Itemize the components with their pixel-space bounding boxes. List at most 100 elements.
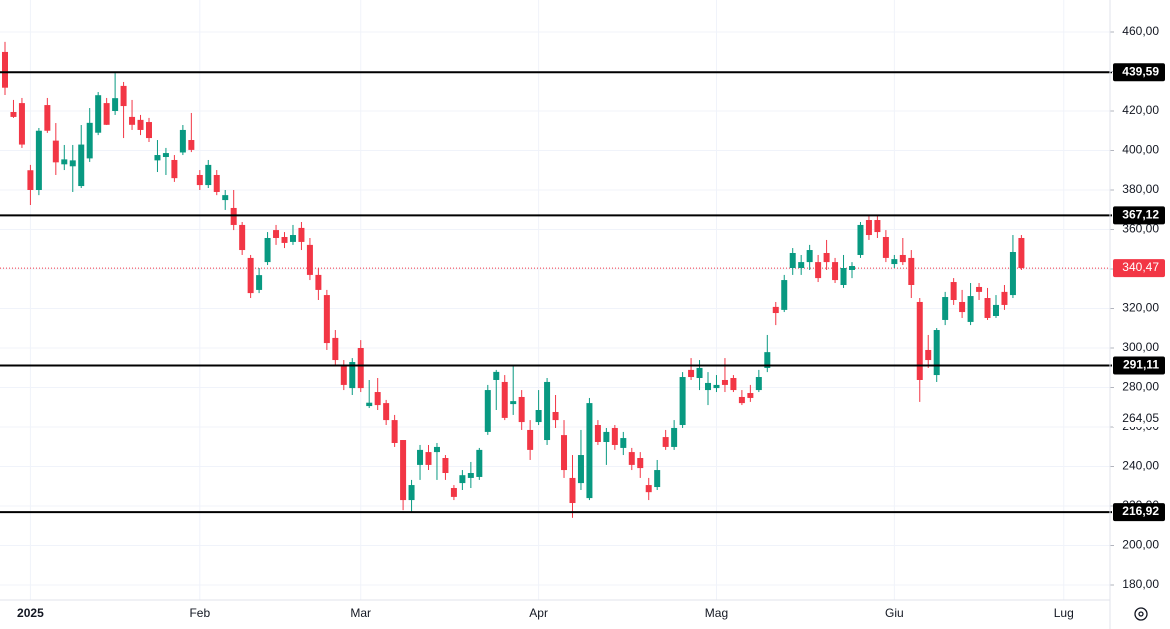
candle-body bbox=[340, 364, 347, 385]
candle-body bbox=[298, 227, 305, 242]
candle-body bbox=[264, 237, 271, 263]
candle-body bbox=[450, 488, 457, 497]
candle-body bbox=[882, 236, 889, 258]
candle-body bbox=[781, 280, 788, 310]
candle-body bbox=[289, 235, 296, 242]
candle-body bbox=[383, 403, 390, 421]
candle-body bbox=[281, 236, 288, 243]
candle-body bbox=[467, 473, 474, 478]
candle-body bbox=[535, 410, 542, 423]
candle-body bbox=[569, 477, 576, 504]
candle-body bbox=[137, 119, 144, 130]
candle-body bbox=[120, 85, 127, 107]
candle-body bbox=[984, 298, 991, 318]
settings-gear-center[interactable] bbox=[1138, 611, 1144, 617]
candle-body bbox=[442, 457, 449, 474]
candle-body bbox=[18, 103, 25, 145]
candle-body bbox=[806, 250, 813, 263]
candle-body bbox=[696, 367, 703, 379]
candle-body bbox=[78, 144, 85, 187]
candle-body bbox=[145, 122, 152, 139]
candle-body bbox=[925, 349, 932, 361]
candle-body bbox=[112, 98, 119, 111]
candle-body bbox=[832, 262, 839, 281]
y-tick-label: 420,00 bbox=[1122, 103, 1159, 117]
candle-body bbox=[408, 485, 415, 501]
candle-body bbox=[171, 159, 178, 179]
candle-body bbox=[518, 396, 525, 423]
candle-body bbox=[713, 384, 720, 389]
candle-body bbox=[188, 140, 195, 150]
candle-body bbox=[705, 382, 712, 391]
candle-body bbox=[721, 379, 728, 385]
candle-body bbox=[247, 257, 254, 294]
candle-body bbox=[764, 352, 771, 368]
y-tick-label: 400,00 bbox=[1122, 143, 1159, 157]
level-label-box bbox=[1113, 503, 1165, 522]
candle-body bbox=[1001, 291, 1008, 305]
candle-body bbox=[950, 282, 957, 300]
candle-body bbox=[662, 437, 669, 447]
settings-icon[interactable] bbox=[1134, 607, 1148, 621]
candle-body bbox=[840, 268, 847, 285]
level-label: 216,92 bbox=[1122, 504, 1159, 518]
y-tick-label: 200,00 bbox=[1122, 538, 1159, 552]
candle-body bbox=[357, 347, 364, 389]
candle-body bbox=[679, 377, 686, 426]
candle-body bbox=[823, 252, 830, 263]
candle-body bbox=[323, 295, 330, 344]
candle-body bbox=[857, 224, 864, 255]
candle-body bbox=[374, 392, 381, 406]
candle-body bbox=[1009, 252, 1016, 296]
candle-body bbox=[552, 411, 559, 421]
candle-body bbox=[603, 431, 610, 443]
candle-body bbox=[747, 393, 754, 398]
candle-body bbox=[459, 475, 466, 484]
candle-body bbox=[755, 377, 762, 391]
x-tick-label: Feb bbox=[189, 606, 210, 620]
candle-body bbox=[527, 429, 534, 450]
candle-body bbox=[222, 195, 229, 201]
y-tick-label: 280,00 bbox=[1122, 380, 1159, 394]
candle-body bbox=[129, 116, 136, 125]
candle-body bbox=[671, 427, 678, 447]
candle-body bbox=[103, 103, 110, 125]
candle-body bbox=[772, 306, 779, 314]
x-tick-label: Lug bbox=[1054, 606, 1074, 620]
candle-body bbox=[815, 262, 822, 279]
level-label-box bbox=[1113, 206, 1165, 225]
candle-body bbox=[620, 438, 627, 448]
candle-body bbox=[688, 369, 695, 378]
candle-body bbox=[44, 105, 51, 131]
plot bbox=[0, 41, 1112, 518]
candle-body bbox=[789, 252, 796, 269]
settings-gear[interactable] bbox=[1134, 607, 1148, 621]
candle-body bbox=[69, 160, 76, 167]
candle-body bbox=[2, 51, 8, 88]
candle-body bbox=[637, 457, 644, 469]
candle-body bbox=[510, 401, 517, 405]
level-label: 439,59 bbox=[1122, 64, 1159, 78]
x-tick-label: 2025 bbox=[17, 606, 44, 620]
candle-body bbox=[899, 254, 906, 263]
marker-label-box bbox=[1113, 410, 1165, 427]
x-tick-label: Mar bbox=[350, 606, 371, 620]
candle-body bbox=[273, 230, 280, 238]
candle-body bbox=[738, 396, 745, 404]
candle-body bbox=[544, 381, 551, 441]
y-tick-label: 360,00 bbox=[1122, 222, 1159, 236]
candle-body bbox=[400, 440, 407, 501]
candle-body bbox=[154, 155, 161, 161]
candle-body bbox=[205, 164, 212, 186]
candle-body bbox=[611, 427, 618, 445]
candle-body bbox=[86, 122, 93, 159]
candle-body bbox=[230, 207, 237, 225]
candle-body bbox=[391, 420, 398, 443]
candle-body bbox=[315, 274, 322, 290]
candle-body bbox=[1018, 237, 1025, 269]
candle-body bbox=[476, 449, 483, 477]
candle-body bbox=[908, 257, 915, 285]
axis: 180,00200,00220,00240,00260,00280,00300,… bbox=[17, 24, 1165, 620]
